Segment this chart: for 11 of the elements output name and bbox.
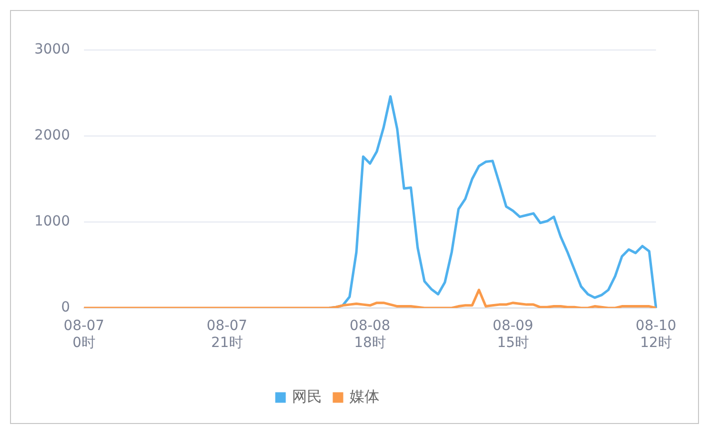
legend-label: 媒体 — [350, 387, 380, 406]
y-tick-label: 1000 — [34, 214, 70, 230]
y-tick-label: 2000 — [34, 128, 70, 144]
x-tick-label: 08-09 15时 — [492, 318, 534, 351]
y-tick-label: 3000 — [34, 42, 70, 58]
y-tick-label: 0 — [61, 300, 70, 316]
x-tick-label: 08-08 18时 — [350, 318, 390, 351]
x-tick-label: 08-10 12时 — [636, 318, 676, 351]
x-tick-label: 08-07 21时 — [206, 318, 248, 351]
legend-label: 网民 — [292, 387, 322, 406]
x-tick-label: 08-07 0时 — [64, 318, 104, 351]
